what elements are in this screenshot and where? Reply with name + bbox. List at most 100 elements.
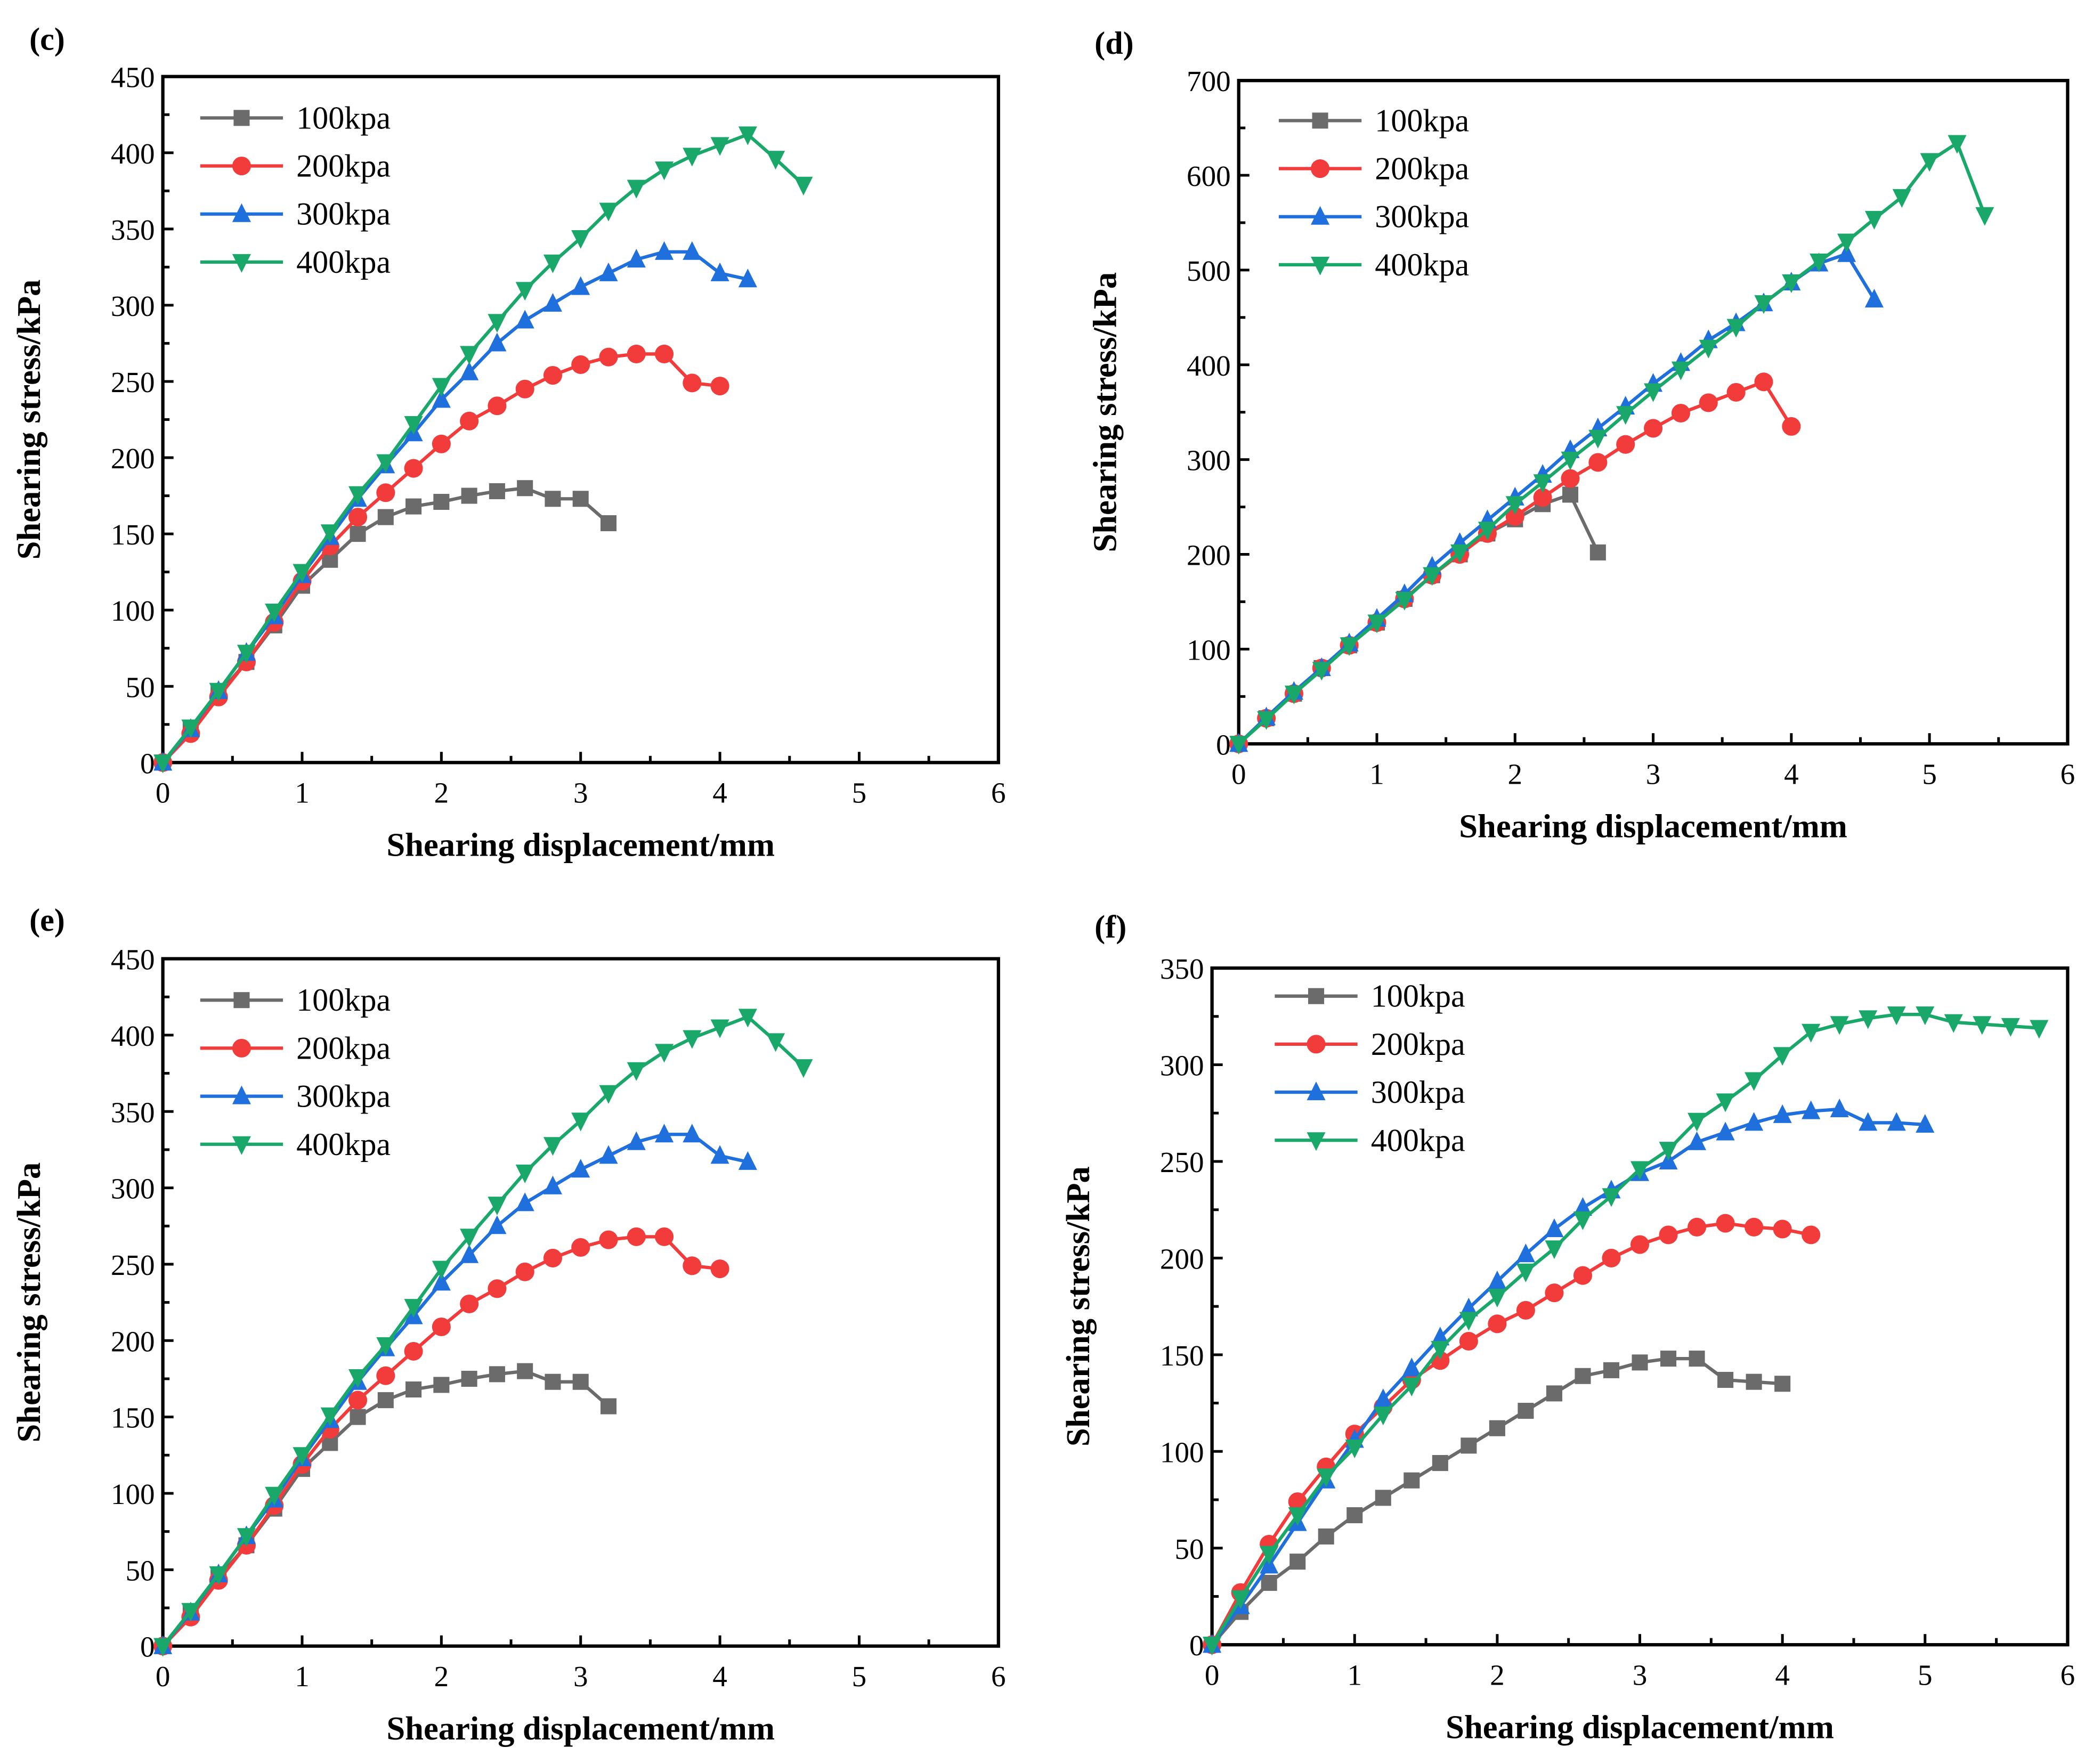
legend-label: 400kpa [1371, 1123, 1465, 1158]
series-line [1237, 379, 1793, 745]
marker-circle [1699, 393, 1718, 412]
marker-circle [1659, 1225, 1678, 1245]
marker-square [489, 483, 505, 499]
marker-triangle-down [1944, 1014, 1963, 1033]
marker-triangle-down [1459, 1312, 1478, 1331]
marker-triangle-down [1450, 544, 1470, 563]
y-tick-label: 400 [1187, 349, 1231, 382]
marker-triangle-up [1459, 1297, 1478, 1316]
marker-circle [710, 1259, 729, 1279]
marker-triangle-down [1367, 614, 1386, 633]
marker-triangle-down [1716, 1093, 1735, 1112]
marker-circle [1505, 507, 1524, 526]
marker-square [1562, 486, 1579, 503]
marker-circle [1545, 1283, 1564, 1303]
series-400kpa [153, 126, 813, 774]
marker-circle [348, 1391, 368, 1410]
y-tick-label: 100 [111, 595, 155, 627]
marker-triangle-down [543, 254, 562, 273]
legend-label: 400kpa [1375, 247, 1469, 283]
marker-triangle-down [543, 1137, 562, 1156]
marker-triangle-down [153, 1638, 173, 1657]
marker-circle [1307, 1035, 1326, 1054]
marker-triangle-up [1802, 1100, 1821, 1119]
marker-triangle-up [460, 1244, 479, 1263]
marker-square [233, 110, 250, 126]
marker-triangle-down [1887, 1006, 1906, 1026]
y-tick-label: 150 [111, 1402, 155, 1434]
series-line [1210, 1221, 1812, 1646]
marker-circle [599, 347, 618, 367]
series-line [161, 1235, 720, 1647]
x-tick-label: 2 [1490, 1659, 1505, 1691]
marker-triangle-down [320, 1407, 339, 1426]
marker-circle [1688, 1217, 1707, 1237]
marker-triangle-down [1773, 1047, 1792, 1066]
marker-triangle-down [1588, 429, 1608, 449]
legend-label: 300kpa [1375, 199, 1469, 235]
legend-label: 300kpa [296, 197, 391, 232]
marker-circle [543, 365, 562, 385]
x-tick-label: 0 [1231, 758, 1246, 790]
marker-triangle-up [1916, 1113, 1935, 1133]
marker-square [405, 498, 422, 515]
marker-circle [1773, 1220, 1792, 1239]
series-line [161, 132, 805, 764]
marker-circle [683, 1256, 702, 1275]
marker-triangle-down [1203, 1637, 1222, 1656]
x-tick-label: 4 [712, 1660, 727, 1693]
marker-circle [1488, 1314, 1507, 1334]
marker-circle [488, 396, 507, 416]
marker-square [350, 526, 366, 542]
marker-triangle-up [1688, 1131, 1707, 1150]
marker-square [1375, 1490, 1391, 1506]
panel-label: (d) [1094, 26, 1133, 61]
marker-square [489, 1366, 505, 1383]
marker-triangle-up [599, 1145, 618, 1164]
legend-label: 100kpa [296, 982, 391, 1018]
series-200kpa [153, 1227, 729, 1656]
y-tick-label: 450 [111, 61, 155, 94]
marker-circle [1726, 383, 1746, 402]
marker-triangle-down [1892, 189, 1911, 208]
marker-triangle-down [515, 1164, 534, 1183]
marker-square [461, 1370, 477, 1387]
marker-circle [599, 1230, 618, 1249]
marker-circle [1802, 1225, 1821, 1245]
marker-triangle-up [571, 276, 590, 295]
legend-label: 400kpa [296, 1127, 391, 1163]
marker-triangle-down [153, 754, 173, 774]
marker-triangle-down [1802, 1023, 1821, 1043]
marker-triangle-down [404, 1299, 423, 1318]
series-300kpa [1229, 243, 1884, 752]
marker-triangle-down [1307, 1132, 1326, 1151]
y-tick-label: 150 [111, 518, 155, 551]
y-tick-label: 300 [1160, 1050, 1204, 1082]
marker-triangle-down [1973, 1016, 1992, 1035]
marker-triangle-up [460, 361, 479, 380]
plot-frame [1237, 79, 2070, 746]
series-line [161, 486, 610, 764]
panel-label: (f) [1094, 909, 1126, 945]
series-300kpa [1203, 1098, 1935, 1653]
marker-triangle-down [376, 454, 395, 473]
legend-label: 300kpa [296, 1079, 391, 1115]
chart-panel: (e) 0 1 2 3 4 5 6 0 50 100 150 200 250 300 350 400 450 She… [10, 903, 1005, 1747]
y-tick-label: 50 [125, 1554, 155, 1587]
marker-square [377, 509, 394, 525]
marker-triangle-down [1602, 1188, 1621, 1207]
marker-triangle-down [1659, 1142, 1678, 1161]
marker-triangle-down [766, 1033, 785, 1052]
marker-triangle-down [794, 176, 813, 196]
marker-triangle-down [627, 180, 646, 199]
marker-triangle-down [1231, 1590, 1250, 1609]
y-tick-label: 500 [1187, 255, 1231, 287]
marker-circle [1459, 1331, 1478, 1351]
marker-triangle-down [1260, 1546, 1279, 1565]
y-tick-label: 400 [111, 137, 155, 170]
marker-circle [1754, 372, 1773, 392]
marker-triangle-down [1488, 1288, 1507, 1308]
marker-triangle-down [1229, 736, 1248, 755]
y-tick-label: 100 [111, 1478, 155, 1510]
marker-triangle-up [1745, 1112, 1764, 1131]
